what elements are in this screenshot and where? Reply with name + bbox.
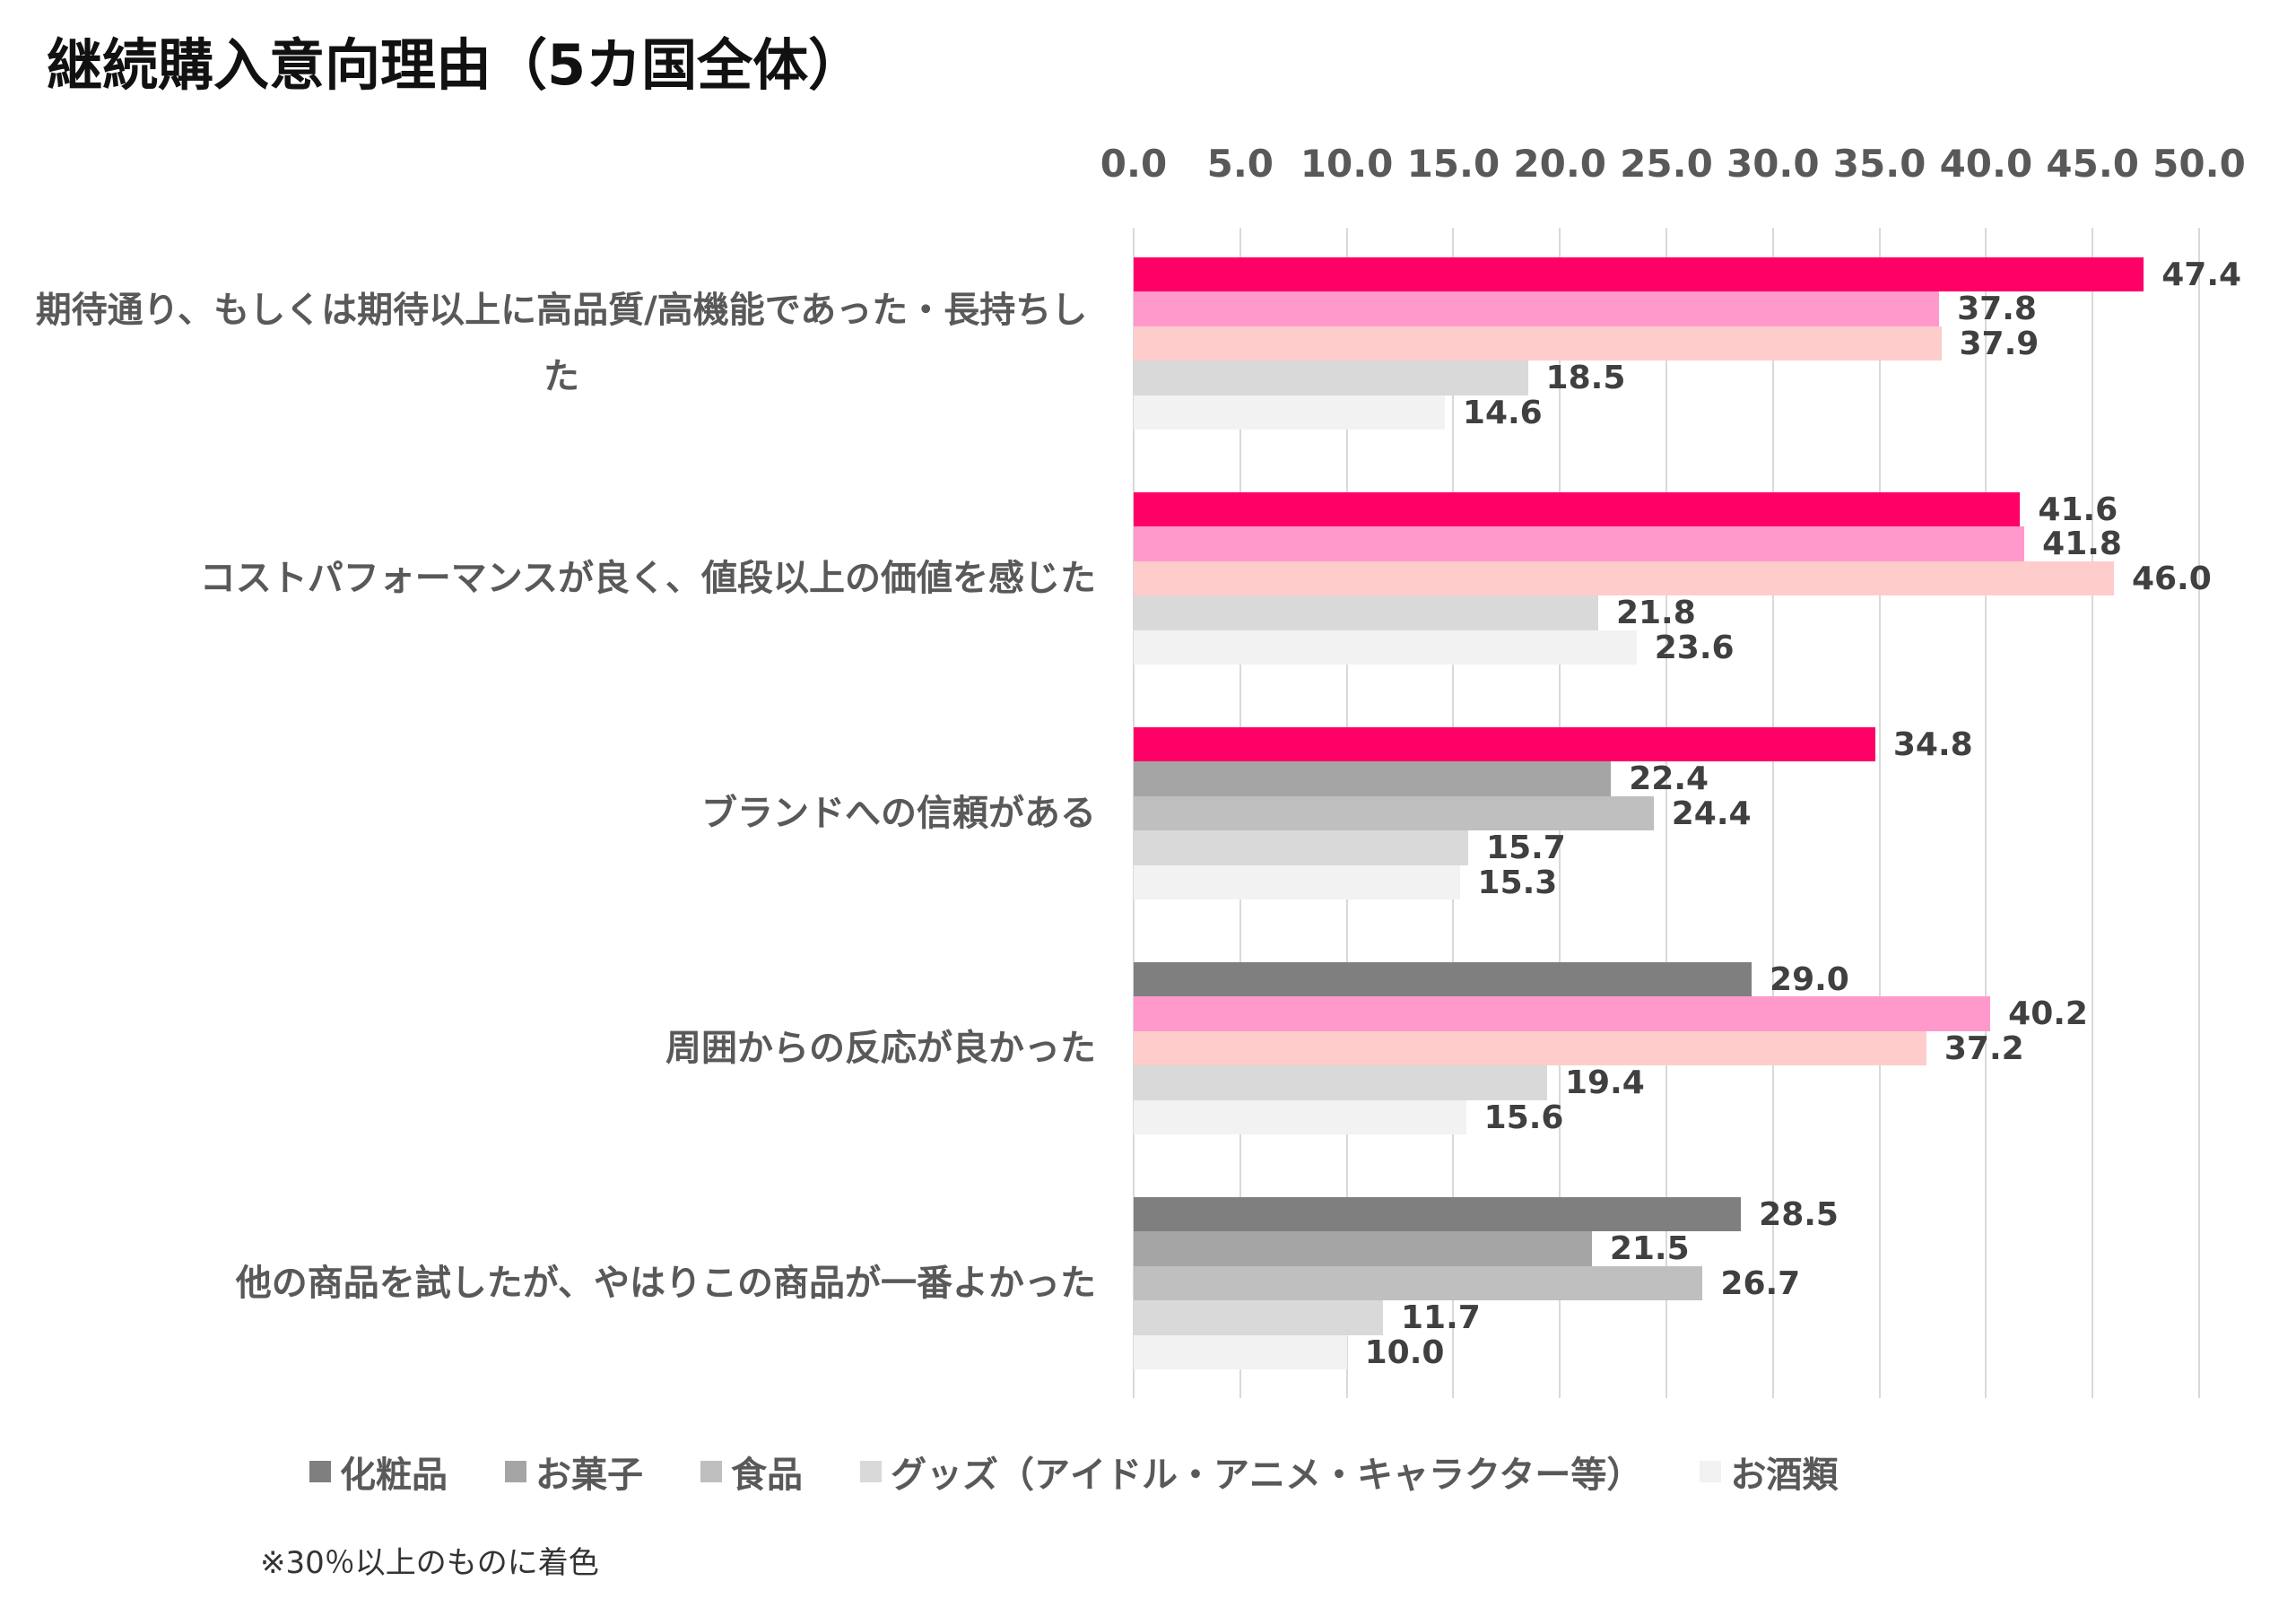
data-label: 29.0 [1770, 961, 1849, 998]
data-label: 40.2 [2008, 995, 2088, 1033]
legend-swatch [1700, 1461, 1722, 1482]
data-label: 19.4 [1564, 1064, 1645, 1102]
data-label: 41.6 [2038, 491, 2118, 528]
legend-item: グッズ（アイドル・アニメ・キャラクター等） [860, 1446, 1642, 1498]
legend-item: お菓子 [505, 1446, 643, 1498]
data-label: 23.6 [1654, 629, 1735, 666]
legend-swatch [309, 1461, 331, 1482]
x-tick-label: 0.0 [1100, 142, 1168, 186]
bar-1 [1134, 526, 2025, 561]
gridline [1771, 228, 1774, 1398]
bar-1 [1134, 291, 1940, 326]
data-label: 22.4 [1629, 760, 1709, 798]
x-tick-label: 20.0 [1513, 142, 1607, 186]
bar-1 [1134, 1231, 1592, 1266]
gridline [1665, 228, 1667, 1398]
x-tick-label: 50.0 [2152, 142, 2246, 186]
data-label: 26.7 [1720, 1264, 1801, 1302]
x-tick-label: 45.0 [2046, 142, 2140, 186]
bar-3 [1134, 1300, 1383, 1335]
gridline [1878, 228, 1881, 1398]
category-label: ブランドへの信頼がある [27, 727, 1096, 899]
bar-2 [1134, 795, 1654, 831]
x-tick-label: 10.0 [1300, 142, 1394, 186]
data-label: 37.2 [1944, 1029, 2024, 1067]
bar-4 [1134, 1334, 1347, 1369]
category-label: 期待通り、もしくは期待以上に高品質/高機能であった・長持ちした [27, 257, 1096, 430]
chart-title: 継続購入意向理由（5カ国全体） [47, 32, 865, 98]
x-tick-label: 15.0 [1406, 142, 1500, 186]
category-label-text: 期待通り、もしくは期待以上に高品質/高機能であった・長持ちした [35, 290, 1088, 397]
x-tick-label: 25.0 [1620, 142, 1713, 186]
category-label: 他の商品を試したが、やはりこの商品が一番よかった [27, 1197, 1096, 1369]
legend-swatch [860, 1461, 882, 1482]
legend-item: お酒類 [1700, 1446, 1838, 1498]
category-label-text: コストパフォーマンスが良く、値段以上の価値を感じた [199, 558, 1096, 599]
bar-3 [1134, 830, 1469, 865]
bar-1 [1134, 761, 1612, 796]
gridline [2198, 228, 2200, 1398]
data-label: 15.6 [1483, 1099, 1564, 1136]
bar-1 [1134, 996, 1991, 1031]
bar-4 [1134, 864, 1460, 899]
data-label: 14.6 [1462, 394, 1543, 431]
bar-0 [1134, 1197, 1742, 1232]
data-label: 15.3 [1477, 864, 1558, 901]
bar-0 [1134, 492, 2021, 527]
bar-0 [1134, 962, 1752, 997]
bar-0 [1134, 257, 2144, 292]
legend: 化粧品 お菓子 食品 グッズ（アイドル・アニメ・キャラクター等） お酒類 [309, 1446, 1838, 1498]
bar-3 [1134, 1065, 1547, 1100]
data-label: 10.0 [1364, 1333, 1445, 1371]
legend-label: グッズ（アイドル・アニメ・キャラクター等） [891, 1455, 1643, 1496]
legend-label: 化粧品 [340, 1455, 448, 1496]
legend-swatch [505, 1461, 526, 1482]
category-label-text: ブランドへの信頼がある [701, 793, 1096, 834]
x-tick-label: 30.0 [1726, 142, 1820, 186]
data-label: 11.7 [1400, 1299, 1481, 1337]
bar-2 [1134, 1265, 1703, 1301]
data-label: 37.8 [1957, 291, 2037, 328]
gridline [2092, 228, 2094, 1398]
bar-3 [1134, 360, 1528, 395]
bar-4 [1134, 395, 1445, 430]
data-label: 28.5 [1759, 1196, 1839, 1233]
data-label: 21.8 [1615, 595, 1696, 632]
data-label: 18.5 [1545, 360, 1626, 397]
data-label: 37.9 [1959, 325, 2039, 362]
bar-4 [1134, 1099, 1466, 1134]
gridline [1985, 228, 1987, 1398]
data-label: 46.0 [2131, 560, 2212, 597]
bar-2 [1134, 1030, 1926, 1066]
x-tick-label: 35.0 [1832, 142, 1926, 186]
legend-label: お酒類 [1730, 1455, 1839, 1496]
bar-2 [1134, 560, 2114, 596]
category-label: 周囲からの反応が良かった [27, 962, 1096, 1134]
x-tick-label: 5.0 [1206, 142, 1274, 186]
data-label: 24.4 [1671, 795, 1752, 832]
bar-4 [1134, 630, 1637, 665]
category-label-text: 周囲からの反応が良かった [665, 1028, 1096, 1069]
legend-item: 化粧品 [309, 1446, 448, 1498]
legend-label: お菓子 [535, 1455, 643, 1496]
category-label-text: 他の商品を試したが、やはりこの商品が一番よかった [235, 1263, 1096, 1304]
legend-swatch [700, 1461, 722, 1482]
data-label: 21.5 [1609, 1230, 1690, 1268]
category-label: コストパフォーマンスが良く、値段以上の価値を感じた [27, 492, 1096, 665]
data-label: 15.7 [1486, 830, 1566, 867]
data-label: 34.8 [1892, 726, 1973, 763]
bar-2 [1134, 326, 1942, 361]
bar-3 [1134, 595, 1598, 630]
x-tick-label: 40.0 [1939, 142, 2033, 186]
data-label: 41.8 [2042, 526, 2122, 563]
footnote: ※30％以上のものに着色 [260, 1545, 599, 1581]
legend-label: 食品 [731, 1455, 803, 1496]
data-label: 47.4 [2161, 256, 2242, 293]
bar-0 [1134, 727, 1875, 762]
legend-item: 食品 [700, 1446, 803, 1498]
